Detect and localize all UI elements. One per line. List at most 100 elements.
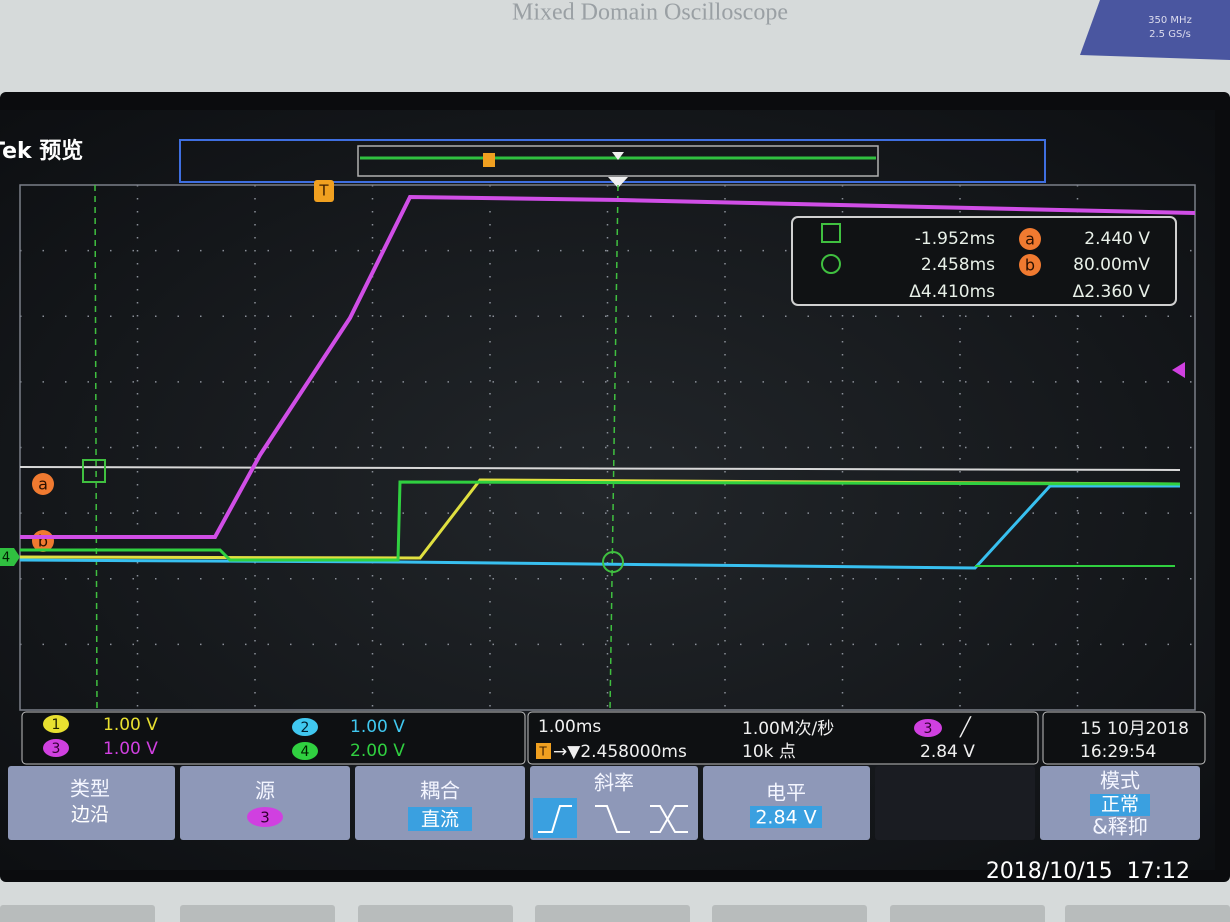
cursor-a-value: 2.440 V (1084, 229, 1150, 249)
ch4-ground-label: 4 (2, 551, 10, 566)
menu-value: 3 (260, 809, 270, 827)
value-highlight (408, 807, 472, 831)
record-trigger (483, 153, 495, 167)
graticule-border (19, 184, 1196, 711)
sample-rate-badge: 2.5 GS/s (1149, 29, 1191, 40)
ch4-ground (0, 548, 20, 566)
cursor-delta-time: Δ4.410ms (909, 282, 995, 302)
ch3-trigger-level (1172, 362, 1185, 378)
ch2-scale: 1.00 V (350, 717, 405, 737)
trigger-position-text: →▼2.458000ms (553, 742, 687, 762)
readout-b-marker (1019, 254, 1041, 276)
ch4-badge (292, 742, 318, 760)
either-icon (650, 805, 688, 833)
bezel-button[interactable] (712, 905, 867, 922)
readout-circle (821, 254, 841, 274)
ch4-scale: 2.00 V (350, 741, 405, 761)
cursor-b-time: 2.458ms (921, 255, 995, 275)
trigger-marker: T (318, 182, 329, 200)
photo-timestamp: 2018/10/15 17:12 (986, 859, 1190, 884)
cursor-a-label: a (38, 475, 48, 494)
trigger-marker-box (314, 180, 334, 202)
menu-value: 正常 (1101, 794, 1139, 816)
menu-button[interactable] (355, 766, 525, 840)
time-scale: 1.00ms (538, 717, 601, 737)
ch3-id: 3 (52, 741, 61, 757)
cursor-a-time: -1.952ms (915, 229, 995, 249)
ch4-id: 4 (301, 744, 310, 760)
record-view (179, 139, 1046, 183)
menu-label: 源 (255, 779, 275, 803)
source-badge (247, 807, 283, 827)
menu-value: 直流 (421, 809, 459, 831)
ch3-badge (43, 739, 69, 757)
model-name: Mixed Domain Oscilloscope (512, 0, 788, 26)
bezel-button[interactable] (1065, 905, 1230, 922)
acq-rate: 1.00M次/秒 (742, 719, 834, 739)
menu-button[interactable] (703, 766, 870, 840)
menu-label: 模式 (1100, 769, 1140, 793)
trigger-pos-icon-label: T (538, 745, 547, 759)
trigger-source-badge (914, 719, 942, 737)
ch1-badge (43, 715, 69, 733)
readout-a-marker (1019, 228, 1041, 250)
trigger-slope: ╱ (959, 716, 972, 738)
bezel-buttons (0, 905, 1230, 922)
clock-box (1042, 711, 1206, 765)
menu-value: 边沿 (71, 804, 109, 826)
menu-label: 耦合 (420, 779, 460, 803)
timebase-box (527, 711, 1039, 765)
record-window (357, 145, 879, 177)
bezel-button[interactable] (358, 905, 513, 922)
ch3-scale: 1.00 V (103, 739, 158, 759)
readout-b-label: b (1025, 256, 1035, 275)
cursor-b-label: b (38, 532, 48, 551)
trigger-level: 2.84 V (920, 742, 975, 762)
ch1-scale: 1.00 V (103, 715, 158, 735)
time: 16:29:54 (1080, 742, 1156, 762)
record-length: 10k 点 (742, 742, 796, 762)
reference-line (19, 466, 1181, 471)
menu-label: 斜率 (594, 771, 634, 795)
bezel-button[interactable] (535, 905, 690, 922)
cursor-a-marker (32, 473, 54, 495)
menu-label: 电平 (766, 781, 806, 805)
falling-icon (595, 805, 630, 833)
expansion-point (612, 152, 624, 160)
bezel-button[interactable] (890, 905, 1045, 922)
trigger-pos-icon (536, 743, 551, 759)
spec-badge (1080, 0, 1230, 60)
menu-bar: 类型 边沿 源 3 耦合 直流 斜率 电平 2.84 V 模式 正常 &释抑 (8, 766, 1200, 840)
channel-box (21, 711, 526, 765)
menu-blank (875, 766, 1035, 840)
readout-square (821, 223, 841, 243)
menu-button[interactable] (8, 766, 175, 840)
trigger-source: 3 (924, 721, 933, 737)
ch3-waveform (20, 194, 1196, 539)
bandwidth: 350 MHz (1148, 15, 1192, 26)
menu-value: 2.84 V (755, 807, 816, 829)
ch2-badge (292, 718, 318, 736)
ch2-id: 2 (301, 720, 310, 736)
cursor-b-circle (602, 551, 624, 573)
ch4-waveform (20, 480, 1181, 562)
bezel-button[interactable] (0, 905, 155, 922)
bezel-button[interactable] (180, 905, 335, 922)
menu-button[interactable] (180, 766, 350, 840)
screen-title: Tek 预览 (0, 138, 83, 164)
value-highlight (750, 806, 822, 828)
menu-label: 类型 (70, 777, 110, 801)
cursor-readout (791, 216, 1177, 306)
menu-extra: &释抑 (1092, 815, 1148, 839)
rising-icon (538, 805, 572, 833)
cursor-a-square (82, 459, 106, 483)
cursor-b-value: 80.00mV (1073, 255, 1150, 275)
cursor-delta-value: Δ2.360 V (1073, 282, 1151, 302)
ch1-id: 1 (52, 717, 61, 733)
readout-a-label: a (1025, 230, 1035, 249)
date: 15 10月2018 (1080, 719, 1189, 739)
trigger-position (608, 177, 628, 188)
value-highlight (1090, 794, 1150, 816)
